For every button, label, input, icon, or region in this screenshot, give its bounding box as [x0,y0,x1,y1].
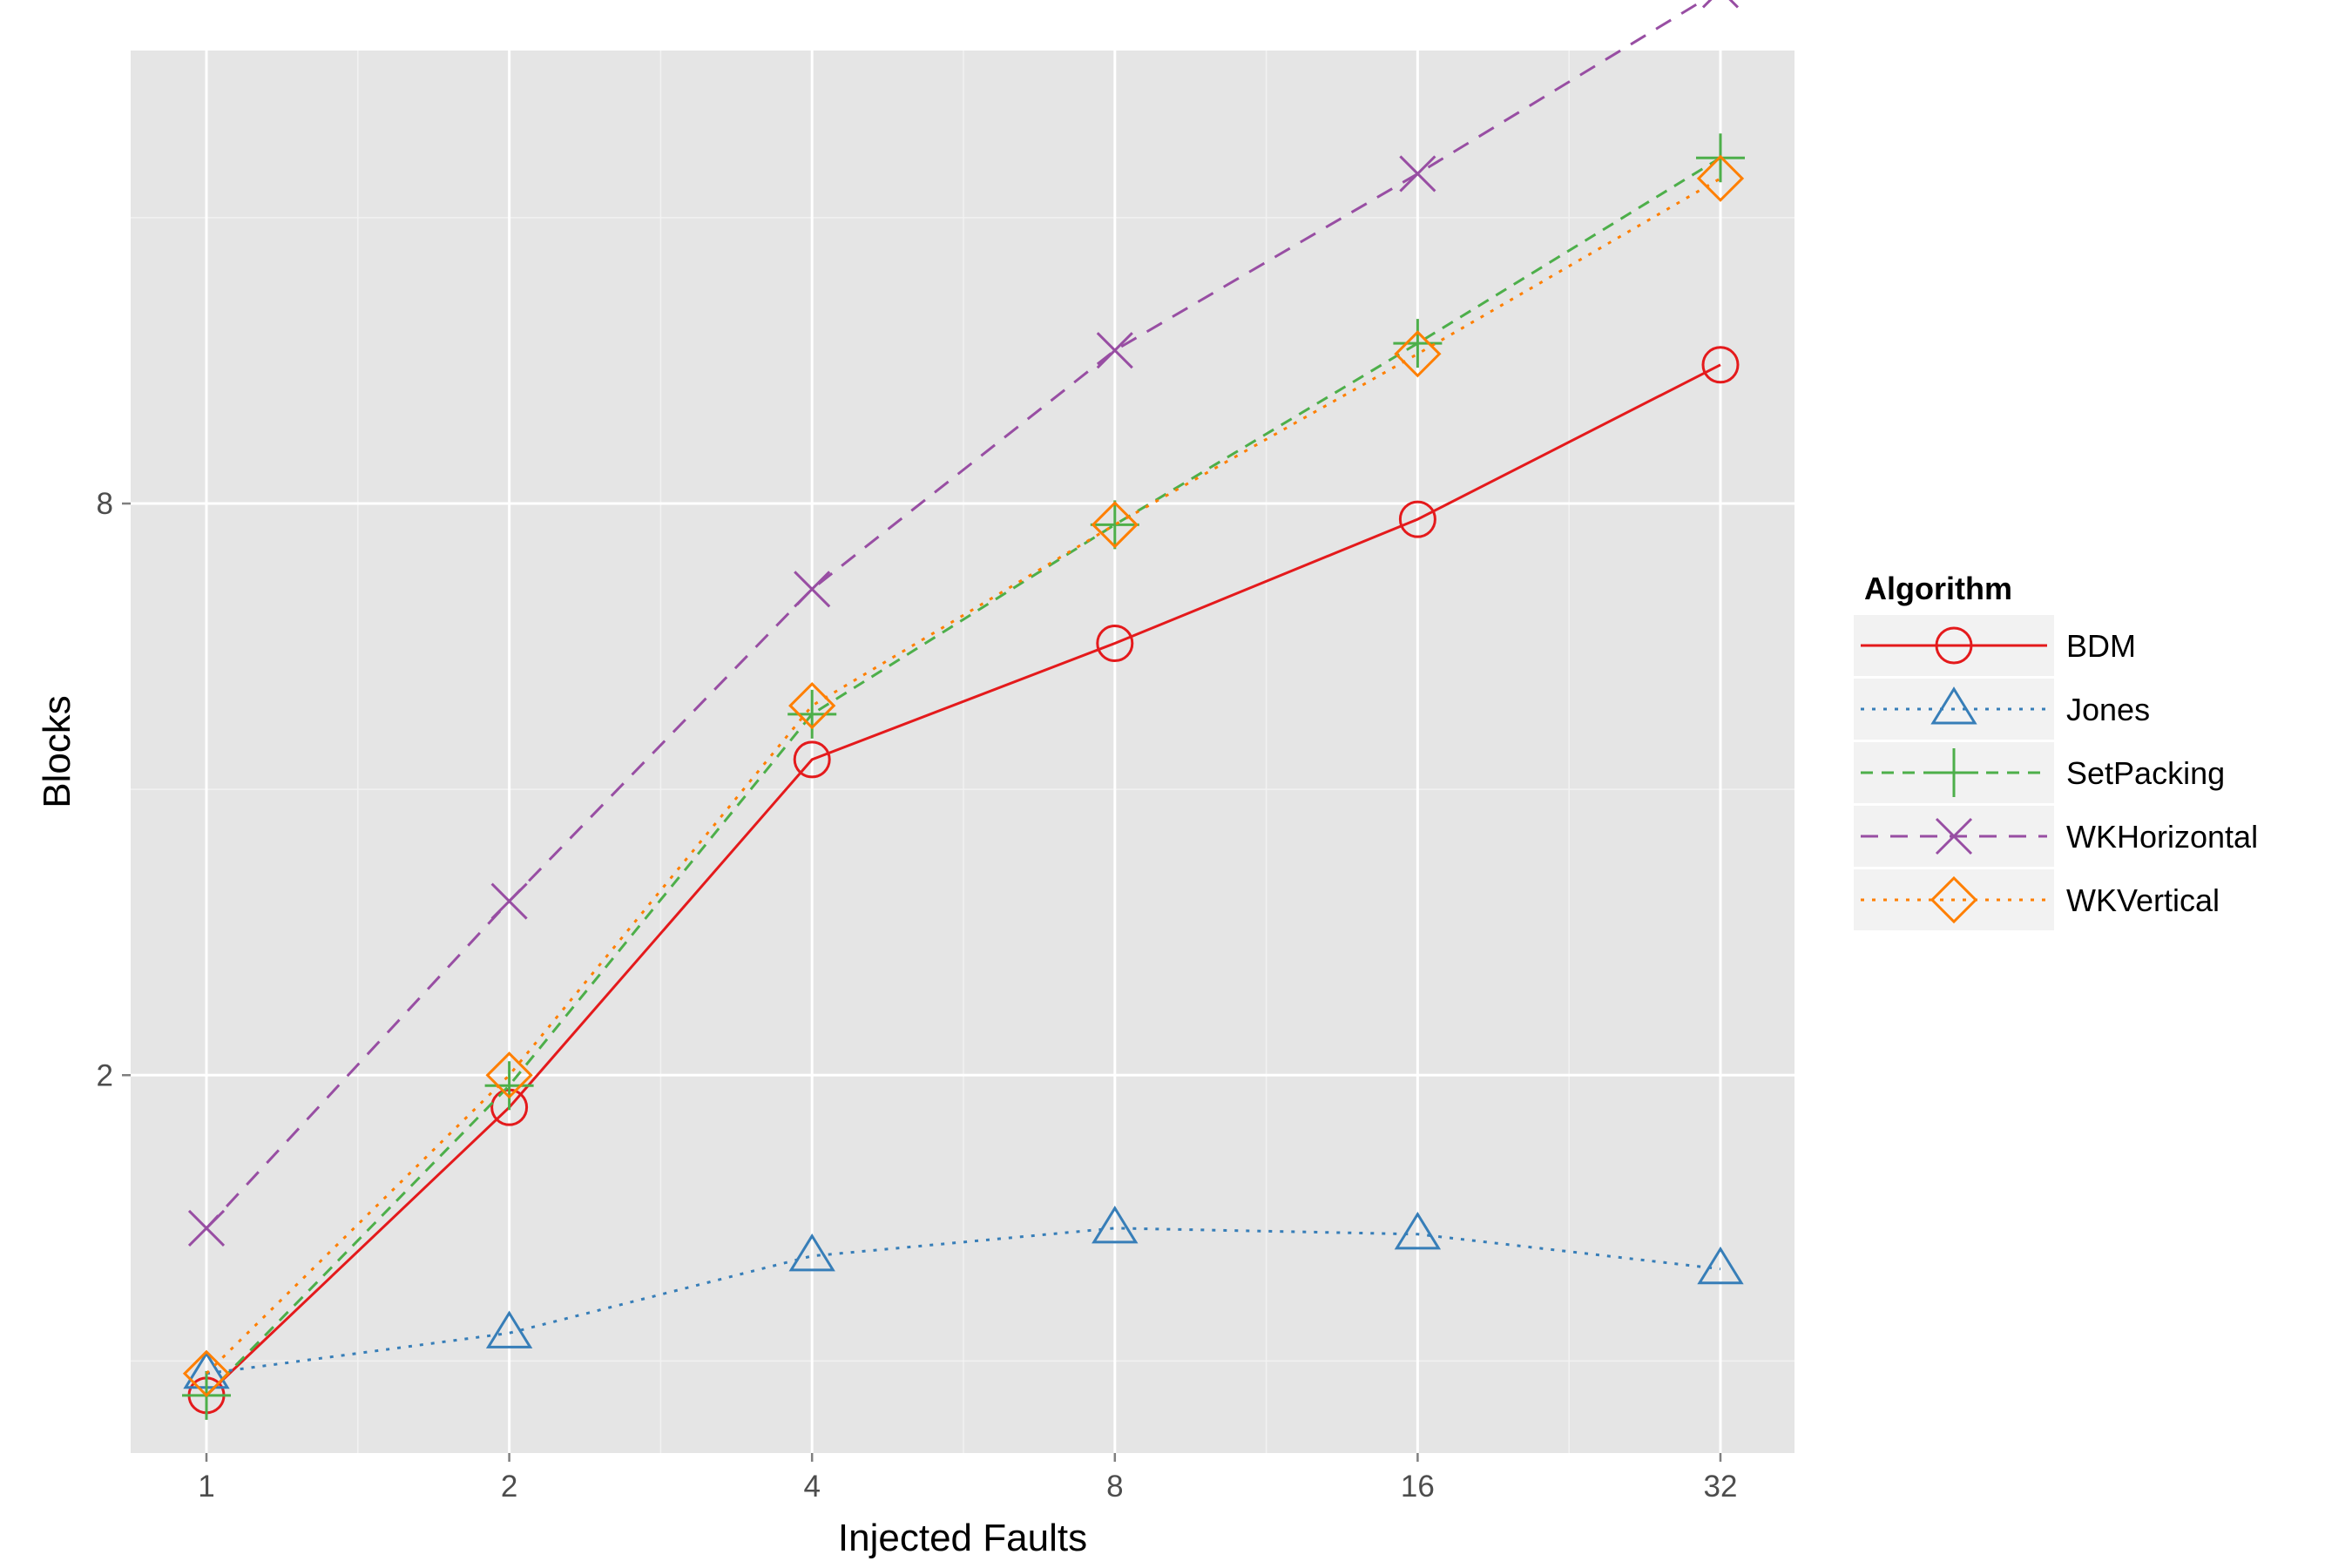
data-point-wkvertical [1394,330,1442,378]
legend-label: Jones [2066,692,2150,727]
y-tick-label: 8 [97,487,113,521]
data-point-wkvertical [788,681,836,730]
legend-item-wkhorizontal: WKHorizontal [1854,806,2258,867]
series-jones [183,1206,1744,1389]
x-tick-label: 4 [803,1470,820,1504]
data-point-wkvertical [182,1349,231,1397]
data-point-wkvertical [485,1051,533,1099]
data-point-wkhorizontal [794,571,831,608]
y-tick-label: 2 [97,1058,113,1092]
legend-title: Algorithm [1864,571,2012,606]
data-point-jones [788,1233,835,1272]
x-tick-label: 8 [1106,1470,1123,1504]
x-tick-label: 16 [1401,1470,1435,1504]
data-point-setpacking [787,689,837,739]
data-point-setpacking [484,1061,534,1111]
series-wkvertical [182,154,1745,1397]
data-point-setpacking [1090,500,1139,550]
data-point-jones [1394,1211,1442,1250]
data-point-wkvertical [1696,154,1745,202]
x-axis-title: Injected Faults [838,1517,1087,1559]
data-point-jones [1697,1246,1744,1285]
data-point-bdm [1701,346,1740,384]
x-axis: 1 2 4 8 16 32 [198,1453,1737,1504]
data-point-wkhorizontal [490,882,528,920]
data-point-bdm [793,740,831,779]
x-tick-label: 32 [1704,1470,1738,1504]
data-point-wkhorizontal [187,1209,226,1247]
data-point-wkhorizontal [1096,332,1133,369]
legend-item-setpacking: SetPacking [1854,742,2225,803]
data-point-bdm [1398,500,1436,538]
legend-key-marker [1930,875,1978,924]
legend-label: WKHorizontal [2066,819,2258,855]
legend-key-marker [1930,686,1977,725]
y-axis: 28 [97,487,131,1092]
plot-background [131,51,1794,1453]
legend: Algorithm BDM Jones SetPacking WKHorizontal… [1854,571,2258,930]
legend-key-marker [1935,817,1973,855]
series-line-wkhorizontal [205,0,1707,1229]
legend-item-bdm: BDM [1854,615,2136,676]
legend-key-marker [1930,748,1978,797]
x-tick-label: 2 [501,1470,517,1504]
data-point-jones [1092,1206,1139,1244]
legend-label: BDM [2066,628,2136,664]
series-line-wkvertical [205,177,1721,1375]
grid [131,51,1794,1453]
data-point-bdm [1096,625,1134,663]
series-line-setpacking [205,156,1721,1396]
data-point-wkvertical [1091,501,1139,549]
data-point-wkhorizontal [1399,155,1436,193]
legend-item-wkvertical: WKVertical [1854,869,2220,930]
data-point-wkhorizontal [1701,0,1740,9]
data-point-jones [485,1310,533,1348]
series-group [182,0,1745,1420]
legend-item-jones: Jones [1854,679,2150,740]
legend-key-marker [1935,626,1973,665]
y-axis-title: Blocks [36,695,78,808]
legend-label: WKVertical [2066,882,2220,918]
legend-label: SetPacking [2066,755,2225,791]
x-tick-label: 1 [198,1470,214,1504]
series-line-bdm [205,363,1721,1396]
series-wkhorizontal [187,0,1740,1247]
